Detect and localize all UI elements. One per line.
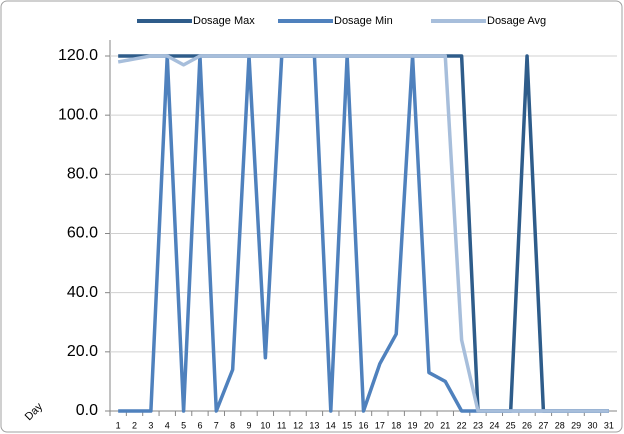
legend-label: Dosage Min (334, 15, 393, 27)
y-tick-label: 120.0 (58, 47, 98, 64)
x-tick-label: 13 (309, 420, 319, 430)
x-tick-label: 24 (489, 420, 499, 430)
x-tick-label: 1 (116, 420, 121, 430)
y-tick-label: 0.0 (76, 402, 98, 419)
x-tick-label: 12 (293, 420, 303, 430)
x-tick-label: 8 (230, 420, 235, 430)
x-tick-label: 16 (358, 420, 368, 430)
x-tick-label: 2 (132, 420, 137, 430)
x-tick-label: 6 (197, 420, 202, 430)
x-tick-label: 29 (571, 420, 581, 430)
x-tick-label: 3 (148, 420, 153, 430)
x-tick-label: 31 (604, 420, 614, 430)
legend-label: Dosage Avg (487, 15, 546, 27)
x-tick-label: 19 (408, 420, 418, 430)
x-tick-label: 14 (326, 420, 336, 430)
y-tick-label: 80.0 (67, 166, 98, 183)
x-tick-label: 30 (587, 420, 597, 430)
y-tick-label: 100.0 (58, 106, 98, 123)
x-tick-label: 9 (247, 420, 252, 430)
x-tick-label: 27 (538, 420, 548, 430)
x-tick-label: 28 (555, 420, 565, 430)
x-tick-label: 4 (165, 420, 170, 430)
x-tick-label: 7 (214, 420, 219, 430)
x-tick-label: 20 (424, 420, 434, 430)
x-tick-label: 22 (457, 420, 467, 430)
x-tick-label: 26 (522, 420, 532, 430)
y-tick-label: 40.0 (67, 284, 98, 301)
x-tick-label: 17 (375, 420, 385, 430)
y-tick-label: 20.0 (67, 343, 98, 360)
x-tick-label: 11 (277, 420, 286, 430)
x-tick-label: 18 (391, 420, 401, 430)
x-tick-label: 15 (342, 420, 352, 430)
x-tick-label: 25 (506, 420, 516, 430)
legend-label: Dosage Max (193, 15, 255, 27)
y-tick-label: 60.0 (67, 225, 98, 242)
x-tick-label: 5 (181, 420, 186, 430)
x-tick-label: 21 (440, 420, 450, 430)
x-tick-label: 10 (260, 420, 270, 430)
x-tick-label: 23 (473, 420, 483, 430)
series-line (117, 54, 609, 413)
